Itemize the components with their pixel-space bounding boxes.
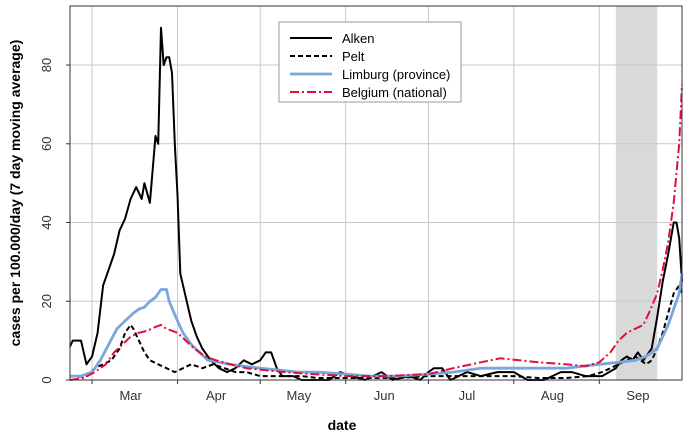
legend-label-limburg-province: Limburg (province) <box>342 67 450 82</box>
x-tick-label: Sep <box>626 388 649 403</box>
y-tick-label: 0 <box>39 376 54 383</box>
series-line-belgium-national <box>69 84 683 381</box>
legend: Alken Pelt Limburg (province) Belgium (nati… <box>278 21 462 103</box>
legend-label-belgium-national: Belgium (national) <box>342 85 447 100</box>
y-axis-ticks: 0 20 40 60 80 <box>39 58 70 384</box>
series-layer <box>69 26 684 381</box>
y-tick-label: 80 <box>39 58 54 72</box>
x-tick-label: Aug <box>541 388 564 403</box>
y-axis-title: cases per 100.000/day (7 day moving aver… <box>7 40 23 347</box>
x-axis-title: date <box>328 417 357 433</box>
x-tick-label: Mar <box>119 388 142 403</box>
plot-border <box>69 5 683 381</box>
legend-label-pelt: Pelt <box>342 49 365 64</box>
y-tick-label: 20 <box>39 294 54 308</box>
shaded-period <box>615 6 658 380</box>
series-line-limburg-province <box>70 273 684 378</box>
x-axis-ticks: Mar Apr May Jun Jul Aug Sep <box>91 380 649 403</box>
y-tick-label: 60 <box>39 137 54 151</box>
legend-box <box>278 21 462 103</box>
x-tick-label: Jun <box>374 388 395 403</box>
x-tick-label: Jul <box>459 388 476 403</box>
x-tick-label: Apr <box>206 388 227 403</box>
y-tick-label: 40 <box>39 215 54 229</box>
x-tick-label: May <box>287 388 312 403</box>
legend-label-alken: Alken <box>342 31 375 46</box>
shaded-period-layer <box>615 6 658 380</box>
